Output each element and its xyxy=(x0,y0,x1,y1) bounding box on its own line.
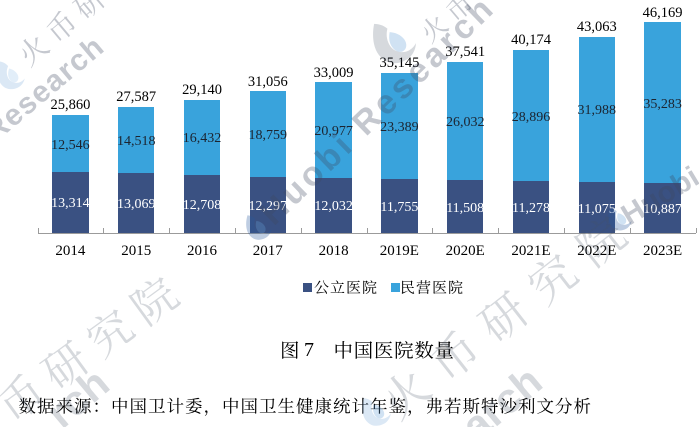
svg-text:arch: arch xyxy=(453,357,551,427)
svg-text:Huobi Research: Huobi Research xyxy=(616,87,699,232)
svg-text:Research: Research xyxy=(0,30,111,149)
